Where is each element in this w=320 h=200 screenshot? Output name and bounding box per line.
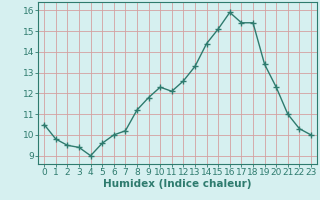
X-axis label: Humidex (Indice chaleur): Humidex (Indice chaleur) [103,179,252,189]
